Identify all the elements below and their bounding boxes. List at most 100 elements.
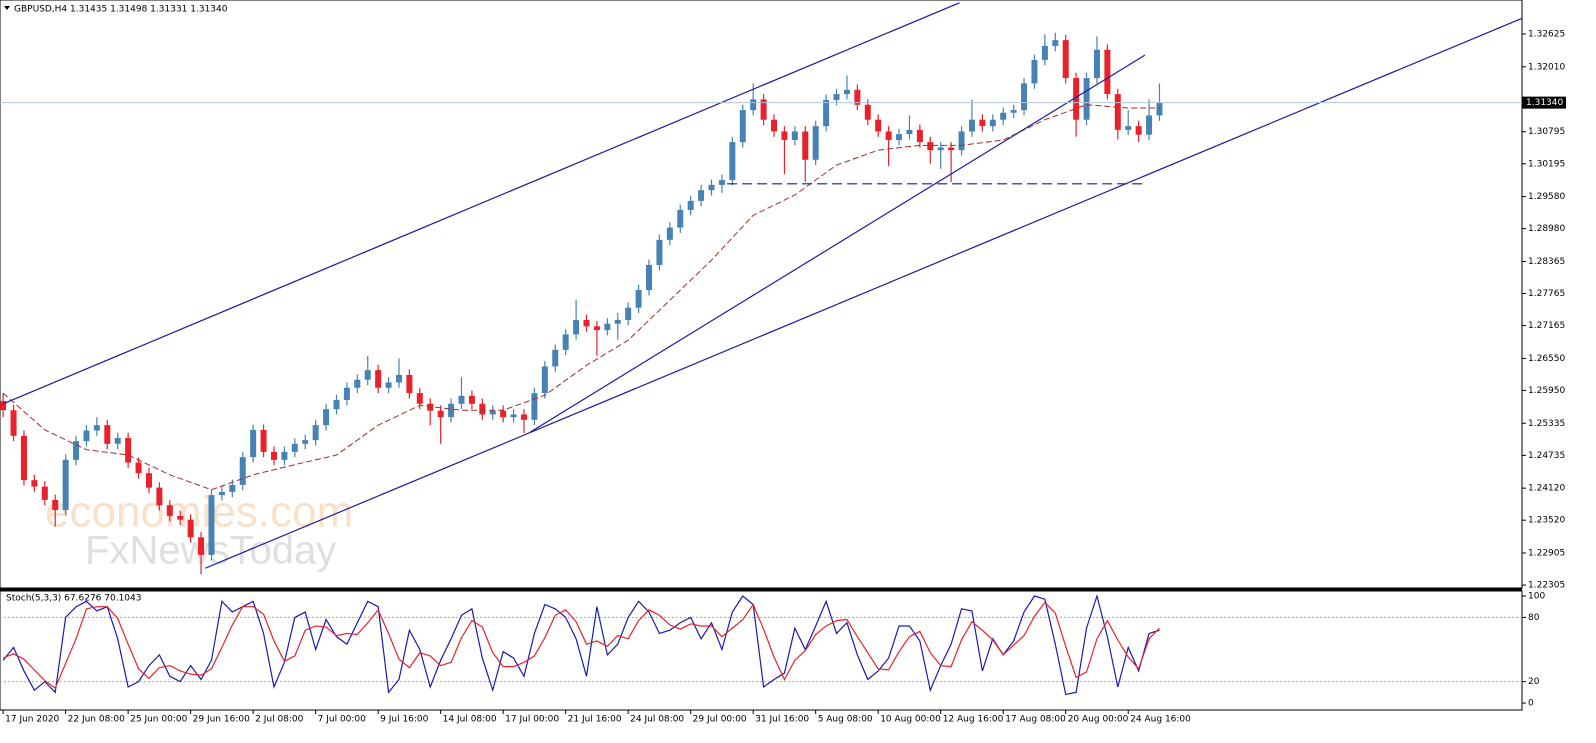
candle-body <box>406 374 413 394</box>
candle-body <box>448 403 455 418</box>
candle-body <box>187 519 194 538</box>
candle-body <box>104 425 111 444</box>
x-tick-label: 17 Jun 2020 <box>5 715 59 725</box>
candle-body <box>1031 59 1038 84</box>
candle-body <box>698 190 705 201</box>
candle-body <box>583 319 590 327</box>
x-tick-label: 17 Aug 08:00 <box>1005 715 1066 725</box>
candle-body <box>562 334 569 350</box>
stoch-line <box>2 593 1160 696</box>
candle-body <box>604 323 611 331</box>
candle-body <box>573 319 580 335</box>
candle-body <box>864 104 871 120</box>
candle-body <box>1104 49 1111 95</box>
indicator-title: Stoch(5,3,3) 67.6276 70.1043 <box>6 594 141 604</box>
candle-body <box>854 89 861 105</box>
candle-body <box>823 99 830 127</box>
x-tick-label: 29 Jul 00:00 <box>693 715 747 725</box>
candle-body <box>479 403 486 415</box>
candle-body <box>250 429 257 458</box>
candle-body <box>52 499 59 511</box>
candle-body <box>323 409 330 426</box>
candle-body <box>0 401 7 411</box>
x-tick-label: 20 Aug 00:00 <box>1068 715 1129 725</box>
x-tick-label: 10 Aug 00:00 <box>880 715 941 725</box>
candle-body <box>541 366 548 394</box>
candle-body <box>843 89 850 95</box>
y-tick-label: 1.24735 <box>1528 451 1565 461</box>
y-tick-label: 1.22905 <box>1528 549 1565 559</box>
candle-body <box>489 410 496 415</box>
candle-body <box>198 537 205 555</box>
candle-body <box>968 119 975 132</box>
candle-body <box>593 326 600 331</box>
candle-body <box>343 387 350 401</box>
candle-body <box>333 400 340 410</box>
candle-body <box>468 395 475 404</box>
candle-body <box>1156 102 1163 116</box>
candle-body <box>625 307 632 320</box>
chart-title: GBPUSD,H4 1.31435 1.31498 1.31331 1.3134… <box>14 5 228 15</box>
candle-body <box>656 239 663 265</box>
x-tick-label: 22 Jun 08:00 <box>68 715 125 725</box>
candle-body <box>427 403 434 411</box>
y-tick-label: 0 <box>1528 699 1534 709</box>
symbol-icon <box>4 6 10 10</box>
candle-body <box>989 119 996 127</box>
y-tick-label: 1.28365 <box>1528 257 1565 267</box>
candle-body <box>156 487 163 506</box>
candle-body <box>521 414 528 420</box>
candle-body <box>635 290 642 308</box>
candle-body <box>771 119 778 132</box>
candle-body <box>218 491 225 496</box>
y-tick-label: 1.32625 <box>1528 30 1565 40</box>
candle-body <box>416 393 423 404</box>
x-tick-label: 7 Jul 00:00 <box>318 715 367 725</box>
candle-body <box>1052 40 1059 47</box>
x-tick-label: 14 Jul 08:00 <box>443 715 497 725</box>
trendline <box>2 2 960 405</box>
candle-body <box>229 484 236 492</box>
x-tick-label: 25 Jun 00:00 <box>130 715 187 725</box>
candle-body <box>646 264 653 291</box>
candle-body <box>1041 46 1048 60</box>
candle-body <box>177 515 184 520</box>
y-tick-label: 1.30795 <box>1528 127 1565 137</box>
candle-body <box>729 142 736 181</box>
y-tick-label: 1.32010 <box>1528 62 1565 72</box>
candle-body <box>677 209 684 228</box>
current-price-box <box>1522 96 1566 109</box>
candle-body <box>312 425 319 441</box>
y-tick-label: 1.29580 <box>1528 192 1565 202</box>
stoch-panel <box>0 590 1523 711</box>
candle-body <box>510 414 517 418</box>
current-price-label: 1.31340 <box>1526 98 1563 108</box>
trendline <box>204 17 1523 569</box>
candle-body <box>260 429 267 452</box>
candle-body <box>791 131 798 141</box>
candle-body <box>885 131 892 141</box>
candle-body <box>875 119 882 132</box>
main-panel <box>0 0 1523 589</box>
candle-body <box>166 505 173 516</box>
candle-body <box>145 473 152 488</box>
stoch-line <box>2 601 1160 689</box>
x-tick-label: 12 Aug 16:00 <box>943 715 1004 725</box>
x-tick-label: 17 Jul 00:00 <box>505 715 559 725</box>
y-tick-label: 1.24120 <box>1528 484 1565 494</box>
candle-body <box>364 370 371 380</box>
candle-body <box>1062 40 1069 79</box>
candle-body <box>375 370 382 388</box>
candle-body <box>385 382 392 388</box>
candle-body <box>239 457 246 485</box>
candle-body <box>1073 78 1080 120</box>
y-tick-label: 1.22305 <box>1528 581 1565 591</box>
candle-body <box>20 435 27 481</box>
candle-body <box>73 441 80 460</box>
candle-body <box>750 99 757 111</box>
candle-body <box>83 430 90 442</box>
candle-body <box>927 142 934 151</box>
candle-body <box>302 440 309 444</box>
x-tick-label: 29 Jun 16:00 <box>193 715 250 725</box>
